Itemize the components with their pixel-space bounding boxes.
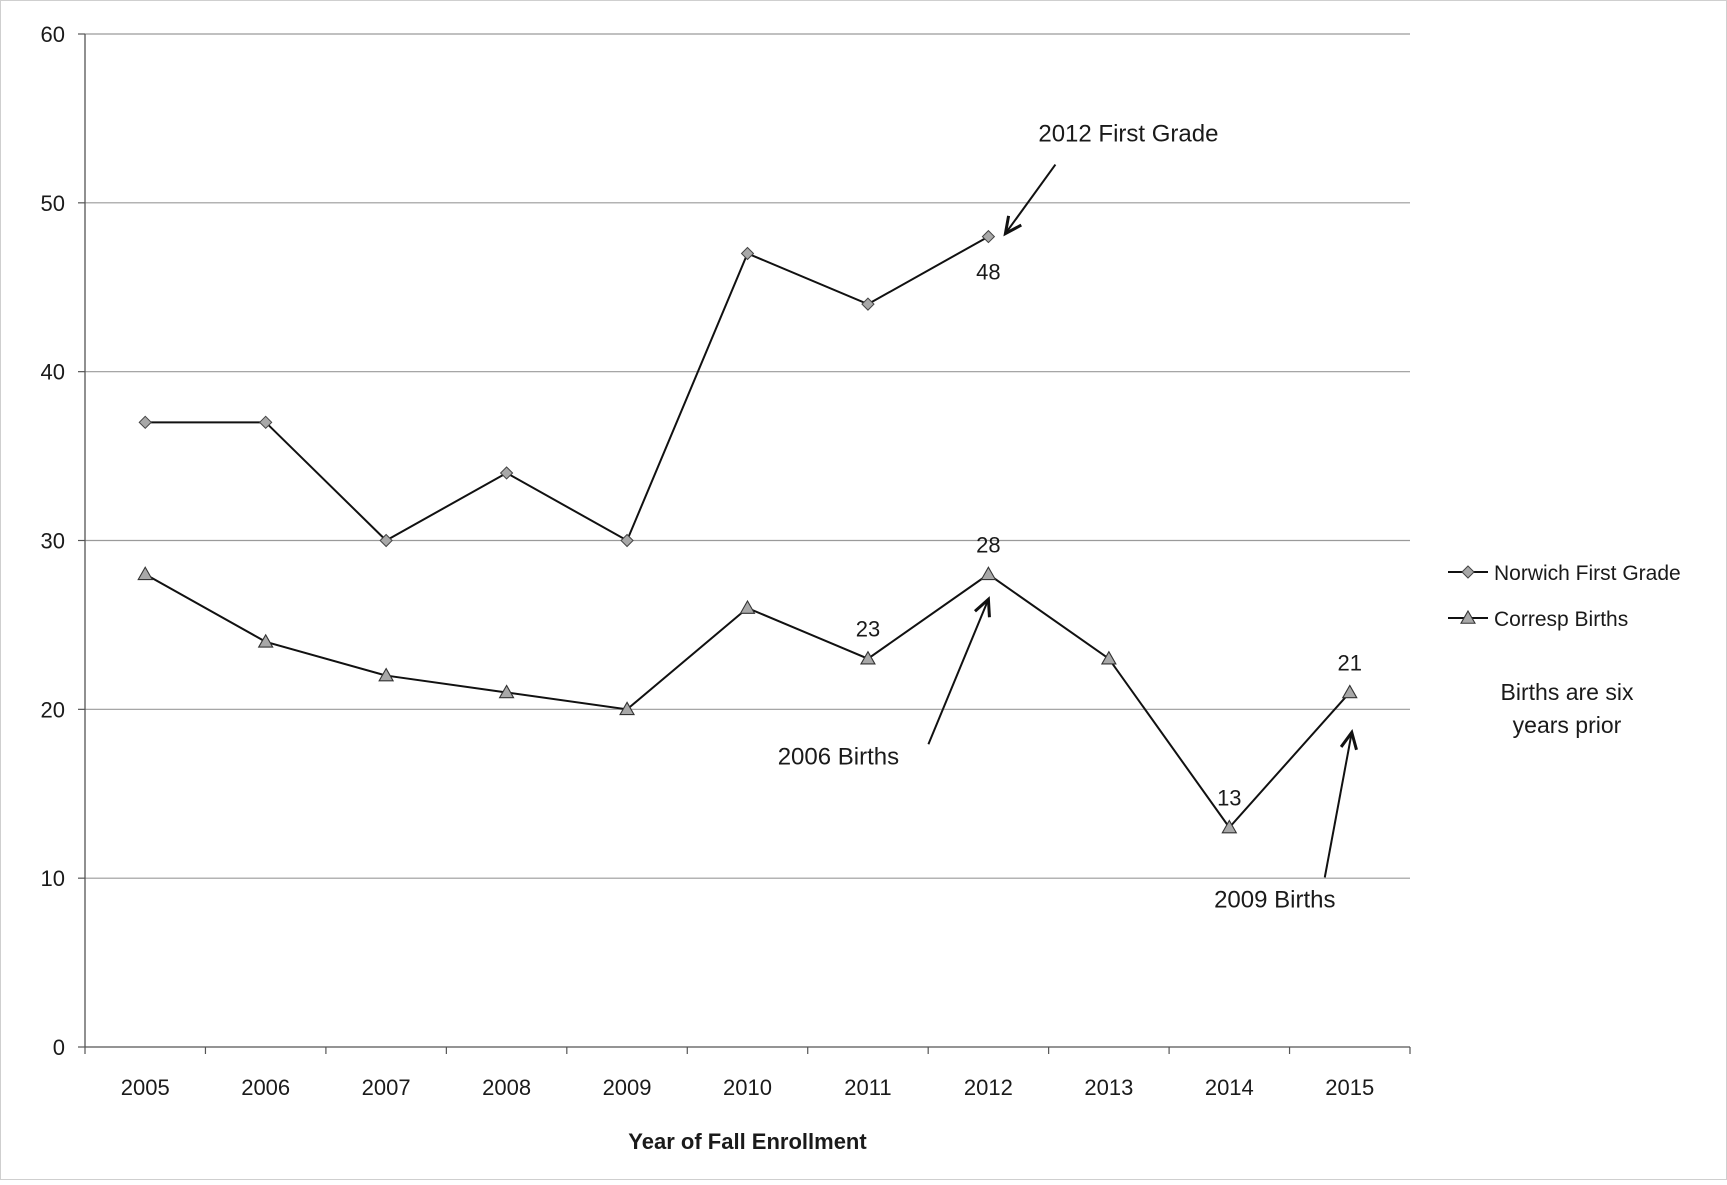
series-1: [137, 566, 1358, 834]
data-point: [1341, 684, 1358, 699]
data-point: [378, 667, 395, 682]
x-tick-label: 2005: [121, 1075, 170, 1100]
y-tick-label: 10: [41, 866, 65, 891]
data-point: [861, 297, 875, 311]
x-tick-label: 2014: [1205, 1075, 1254, 1100]
annotations: 2012 First Grade 2006 Births 2009 Births: [778, 121, 1358, 913]
data-point: [257, 633, 274, 648]
legend-label: Norwich First Grade: [1494, 562, 1681, 585]
x-tick-label: 2006: [241, 1075, 290, 1100]
series-line: [145, 235, 989, 542]
series: [137, 229, 1358, 834]
y-tick-label: 0: [53, 1035, 65, 1060]
series-0: [138, 229, 996, 548]
y-tick-label: 60: [41, 22, 65, 47]
annotation-text: 2006 Births: [778, 743, 899, 770]
data-point: [498, 684, 515, 699]
annotation-text: 2012 First Grade: [1038, 121, 1218, 148]
data-point: [138, 415, 152, 430]
data-label: 23: [856, 617, 880, 642]
data-label: 48: [976, 260, 1000, 285]
y-tick-label: 50: [41, 191, 65, 216]
data-label: 21: [1338, 650, 1362, 675]
data-labels: 48 23 28 13 21: [856, 260, 1362, 811]
data-point: [379, 533, 393, 548]
x-axis-title: Year of Fall Enrollment: [628, 1129, 867, 1154]
data-point: [137, 566, 154, 581]
x-tick-label: 2007: [362, 1075, 411, 1100]
note-line: Births are six: [1501, 679, 1634, 705]
data-point: [860, 650, 876, 665]
data-label: 28: [976, 532, 1000, 557]
note-line: years prior: [1513, 712, 1622, 738]
x-tick-label: 2015: [1325, 1075, 1374, 1100]
annotation-arrow-shaft: [1323, 732, 1353, 878]
x-tick-label: 2009: [603, 1075, 652, 1100]
legend-marker: [1461, 565, 1475, 579]
data-point: [980, 566, 997, 581]
annotation-arrow-shaft: [927, 598, 990, 745]
legend-item-1: Corresp Births: [1448, 608, 1628, 631]
axes: 0 10 20 30 40 50 60 2005 2006 2007 2008 2009 2010 201…: [41, 22, 1411, 1154]
annotation-arrow-head: [1339, 729, 1358, 751]
legend-item-0: Norwich First Grade: [1448, 562, 1681, 585]
legend-label: Corresp Births: [1494, 608, 1628, 631]
data-label: 13: [1217, 786, 1241, 811]
data-point: [981, 229, 996, 244]
data-point: [499, 466, 514, 480]
annotation: 2006 Births: [778, 596, 991, 770]
x-tick-label: 2013: [1084, 1075, 1133, 1100]
x-tick-label: 2012: [964, 1075, 1013, 1100]
data-point: [1100, 650, 1117, 665]
y-tick-label: 20: [41, 697, 65, 722]
gridlines: [85, 33, 1410, 879]
data-point: [620, 533, 634, 548]
y-tick-label: 30: [41, 529, 65, 554]
annotation-text: 2009 Births: [1214, 886, 1335, 913]
data-point: [739, 599, 756, 614]
x-tick-label: 2011: [844, 1075, 891, 1100]
annotation-arrow-head: [973, 596, 991, 618]
data-point: [1221, 819, 1238, 834]
annotation: 2009 Births: [1214, 729, 1358, 913]
legend: Norwich First Grade Corresp Births Births …: [1448, 562, 1681, 738]
x-tick-label: 2010: [723, 1075, 772, 1100]
annotation: 2012 First Grade: [1003, 121, 1218, 237]
data-point: [619, 701, 635, 716]
x-tick-label: 2008: [482, 1075, 531, 1100]
annotation-arrow-head: [1003, 215, 1022, 237]
legend-marker: [1460, 609, 1476, 624]
y-tick-label: 40: [41, 360, 65, 385]
annotation-arrow-shaft: [1004, 164, 1057, 235]
births-note: Births are six years prior: [1501, 679, 1634, 738]
data-point: [740, 246, 755, 261]
data-point: [258, 415, 273, 430]
